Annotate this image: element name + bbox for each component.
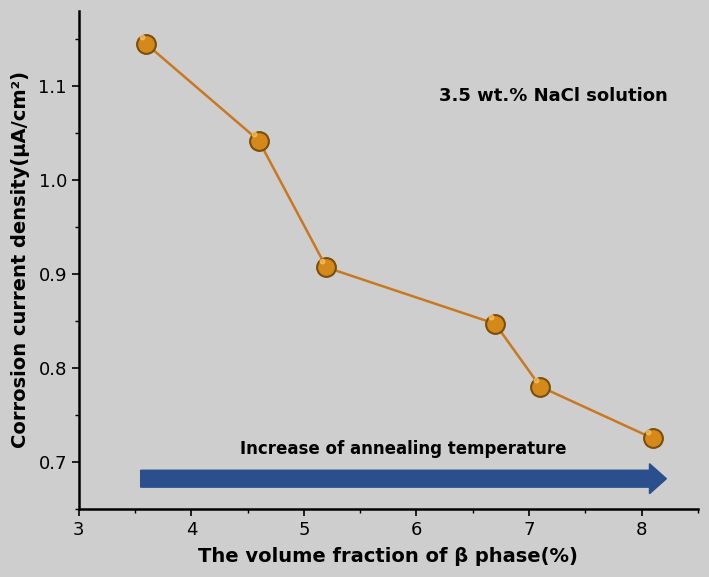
Text: Increase of annealing temperature: Increase of annealing temperature — [240, 440, 566, 458]
FancyArrow shape — [140, 464, 666, 494]
Text: 3.5 wt.% NaCl solution: 3.5 wt.% NaCl solution — [439, 87, 668, 104]
Y-axis label: Corrosion current density(μA/cm²): Corrosion current density(μA/cm²) — [11, 72, 30, 448]
X-axis label: The volume fraction of β phase(%): The volume fraction of β phase(%) — [199, 547, 579, 566]
